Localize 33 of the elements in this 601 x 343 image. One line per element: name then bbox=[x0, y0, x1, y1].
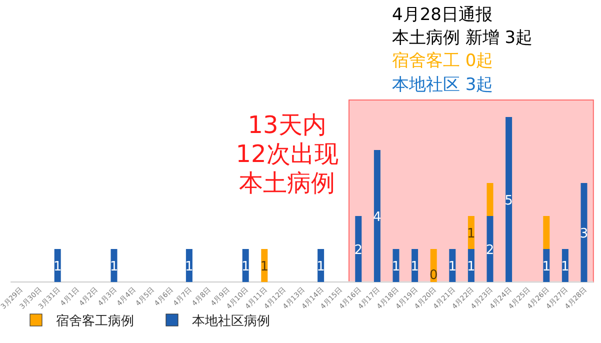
legend-label: 本地社区病例 bbox=[192, 314, 270, 329]
data-label: 1 bbox=[467, 260, 476, 274]
text: 本地社区 3起 bbox=[392, 75, 494, 95]
text: 宿舍客工 0起 bbox=[392, 51, 494, 71]
data-label: 2 bbox=[354, 243, 363, 258]
annotation: 13天内 bbox=[248, 111, 326, 139]
data-label: 1 bbox=[260, 260, 269, 274]
legend-label: 宿舍客工病例 bbox=[56, 313, 134, 329]
data-label: 1 bbox=[410, 260, 419, 274]
data-label: 1 bbox=[53, 260, 62, 274]
bar bbox=[580, 183, 588, 282]
bar bbox=[374, 150, 380, 282]
bar bbox=[486, 216, 494, 282]
bar bbox=[543, 216, 550, 249]
bar bbox=[355, 216, 362, 282]
data-label: 1 bbox=[467, 226, 476, 242]
text: 本土病例 新增 3起 bbox=[392, 28, 533, 48]
data-label: 1 bbox=[185, 260, 194, 274]
annotation: 本土病例 bbox=[239, 169, 335, 197]
data-label: 1 bbox=[542, 260, 551, 274]
bar bbox=[506, 117, 512, 282]
data-label: 3 bbox=[580, 226, 588, 242]
data-label: 1 bbox=[241, 260, 250, 274]
text: 4月28日通报 bbox=[392, 5, 492, 25]
data-label: 1 bbox=[392, 260, 400, 274]
data-label: 1 bbox=[448, 260, 457, 274]
data-label: 5 bbox=[504, 194, 513, 208]
data-label: 2 bbox=[486, 243, 494, 258]
data-label: 1 bbox=[316, 260, 325, 274]
data-label: 1 bbox=[561, 260, 570, 274]
data-label: 1 bbox=[110, 260, 118, 274]
bar bbox=[486, 183, 494, 216]
annotation: 12次出现 bbox=[236, 140, 338, 168]
